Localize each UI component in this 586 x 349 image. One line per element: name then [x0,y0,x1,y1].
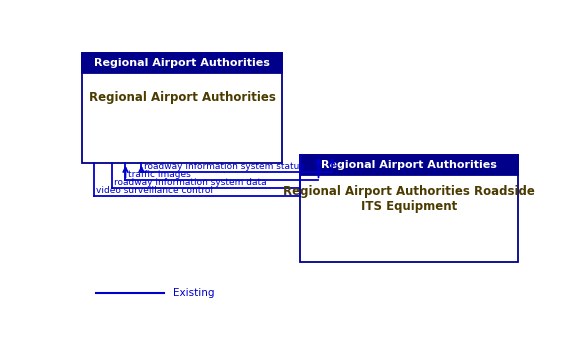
Bar [82,53,282,163]
Bar [300,155,519,175]
Text: roadway information system data: roadway information system data [114,178,267,187]
Text: Regional Airport Authorities Roadside
ITS Equipment: Regional Airport Authorities Roadside IT… [284,185,535,213]
Text: video surveillance control: video surveillance control [96,186,213,195]
Bar [82,53,282,73]
Text: Regional Airport Authorities: Regional Airport Authorities [89,91,275,104]
Text: Regional Airport Authorities: Regional Airport Authorities [94,58,270,68]
Text: Existing: Existing [173,288,214,298]
Bar [300,155,519,262]
Text: traffic images: traffic images [128,170,190,179]
Text: roadway information system status: roadway information system status [144,162,304,171]
Text: Regional Airport Authorities: Regional Airport Authorities [321,160,498,170]
